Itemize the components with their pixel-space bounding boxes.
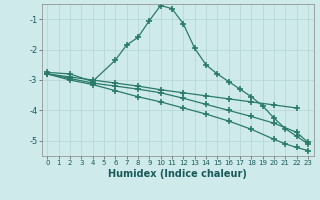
X-axis label: Humidex (Indice chaleur): Humidex (Indice chaleur) [108,169,247,179]
